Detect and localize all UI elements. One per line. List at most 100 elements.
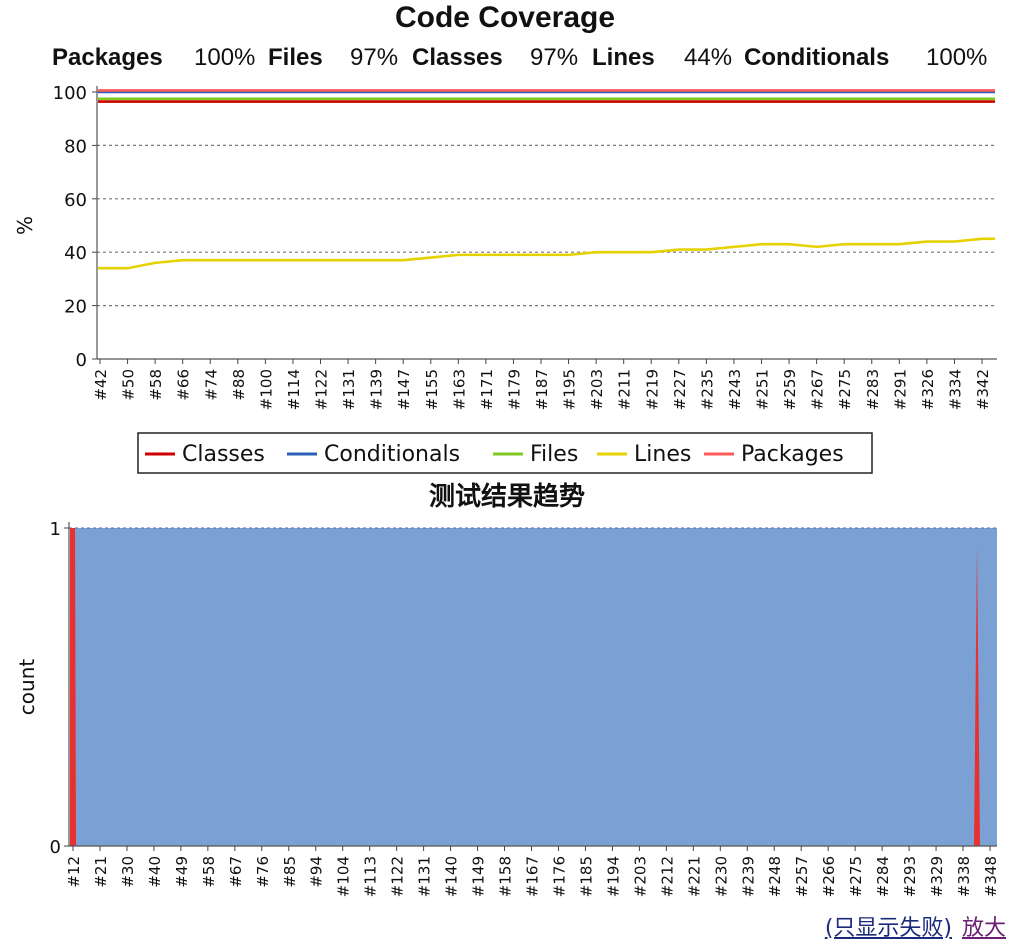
coverage-x-tick-label: #326 [919,369,937,410]
coverage-x-tick-label: #211 [616,369,634,410]
trend-x-tick-label: #67 [227,856,245,888]
coverage-x-tick-label: #251 [754,369,772,410]
trend-x-tick-label: #40 [146,856,164,888]
coverage-series-lines [98,237,995,270]
trend-x-tick-label: #257 [793,856,811,897]
trend-x-tick-label: #176 [550,856,568,897]
coverage-x-tick-label: #259 [781,369,799,410]
trend-x-tick-label: #113 [362,856,380,897]
trend-x-tick-label: #329 [928,856,946,897]
coverage-y-tick-label: 20 [64,297,87,318]
trend-x-tick-label: #167 [524,856,542,897]
legend-label-conditionals: Conditionals [324,442,460,467]
trend-links: (只显示失败) 放大 [825,910,1006,942]
trend-y-axis-label: count [15,659,39,716]
trend-x-tick-label: #203 [631,856,649,897]
coverage-x-tick-label: #243 [726,369,744,410]
coverage-y-tick-label: 80 [64,136,87,157]
coverage-x-tick-label: #291 [891,369,909,410]
legend-label-packages: Packages [741,442,844,467]
trend-y-tick-label: 1 [50,519,61,540]
coverage-y-axis-label: % [13,216,37,235]
trend-x-tick-label: #149 [470,856,488,897]
trend-x-tick-label: #104 [335,856,353,897]
coverage-x-tick-label: #163 [450,369,468,410]
trend-x-tick-label: #58 [200,856,218,888]
coverage-x-tick-label: #147 [395,369,413,410]
coverage-x-tick-label: #334 [946,369,964,410]
coverage-x-tick-label: #42 [92,369,110,401]
coverage-x-tick-label: #155 [423,369,441,410]
trend-x-tick-label: #185 [577,856,595,897]
coverage-x-tick-label: #74 [202,369,220,401]
trend-x-tick-label: #248 [766,856,784,897]
coverage-x-tick-label: #227 [671,369,689,410]
coverage-x-tick-label: #131 [340,369,358,410]
trend-x-tick-label: #212 [658,856,676,897]
summary-classes-label: Classes [412,44,503,71]
coverage-y-tick-label: 0 [76,350,87,371]
summary-conditionals-label: Conditionals [744,44,890,71]
coverage-x-tick-label: #187 [533,369,551,410]
coverage-x-tick-label: #275 [836,369,854,410]
coverage-x-tick-label: #219 [643,369,661,410]
summary-lines-value: 44% [684,44,733,71]
coverage-x-tick-label: #139 [368,369,386,410]
summary-packages-value: 100% [194,44,256,71]
summary-packages-label: Packages [52,44,163,71]
coverage-summary: Packages 100% Files 97% Classes 97% Line… [52,42,1002,74]
coverage-x-tick-label: #58 [147,369,165,401]
trend-x-tick-label: #85 [281,856,299,888]
trend-x-tick-label: #266 [820,856,838,897]
coverage-x-tick-label: #171 [478,369,496,410]
summary-files-value: 97% [350,44,399,71]
coverage-x-tick-label: #50 [120,369,138,401]
trend-passed-area [70,528,997,846]
trend-x-tick-label: #230 [712,856,730,897]
trend-x-tick-label: #140 [443,856,461,897]
legend-label-files: Files [530,442,578,467]
trend-x-tick-label: #158 [497,856,515,897]
trend-y-tick-label: 0 [50,837,61,858]
coverage-y-tick-label: 60 [64,190,87,211]
coverage-x-tick-label: #283 [864,369,882,410]
trend-title: 测试结果趋势 [429,482,585,512]
trend-x-tick-label: #275 [847,856,865,897]
trend-x-tick-label: #348 [982,856,1000,897]
coverage-y-tick-label: 40 [64,243,87,264]
coverage-x-tick-label: #88 [230,369,248,401]
trend-x-tick-label: #122 [389,856,407,897]
coverage-x-tick-label: #195 [561,369,579,410]
trend-x-tick-label: #21 [92,856,110,888]
trend-failed-spike [70,528,76,846]
summary-lines-label: Lines [592,44,655,71]
coverage-x-tick-label: #203 [588,369,606,410]
trend-x-tick-label: #49 [173,856,191,888]
trend-x-tick-label: #131 [416,856,434,897]
trend-x-tick-label: #239 [739,856,757,897]
zoom-link[interactable]: 放大 [961,916,1006,941]
summary-conditionals-value: 100% [926,44,988,71]
coverage-x-tick-label: #179 [505,369,523,410]
coverage-x-tick-label: #114 [285,369,303,410]
trend-x-tick-label: #30 [119,856,137,888]
legend-label-lines: Lines [634,442,691,467]
trend-x-tick-label: #221 [685,856,703,897]
trend-x-tick-label: #194 [604,856,622,897]
coverage-x-tick-label: #100 [257,369,275,410]
legend-label-classes: Classes [182,442,265,467]
coverage-x-tick-label: #66 [175,369,193,401]
summary-classes-value: 97% [530,44,579,71]
coverage-x-tick-label: #235 [698,369,716,410]
coverage-y-tick-label: 100 [53,83,87,104]
trend-failed-spike [974,546,980,846]
coverage-x-tick-label: #267 [809,369,827,410]
show-failed-only-link[interactable]: (只显示失败) [824,916,952,941]
trend-x-tick-label: #284 [874,856,892,897]
trend-x-tick-label: #76 [254,856,272,888]
coverage-title: Code Coverage [394,1,616,34]
coverage-x-tick-label: #342 [974,369,992,410]
trend-x-tick-label: #12 [65,856,83,888]
trend-x-tick-label: #293 [901,856,919,897]
